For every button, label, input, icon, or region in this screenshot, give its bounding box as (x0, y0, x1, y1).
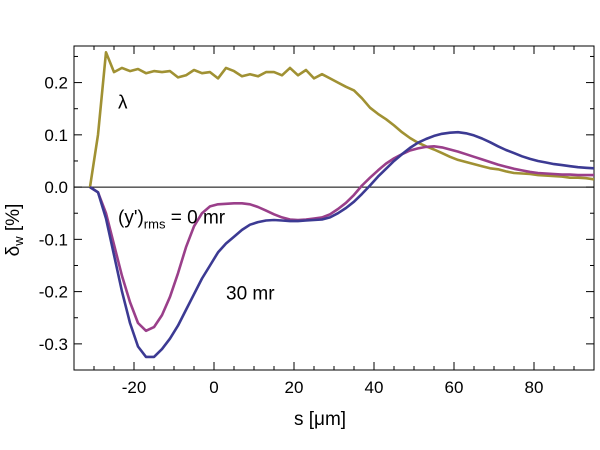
y-tick-label: -0.3 (39, 335, 68, 354)
x-tick-label: 80 (525, 378, 544, 397)
x-tick-label: 60 (445, 378, 464, 397)
series-30mr-line (89, 130, 594, 359)
axis-ticks: -20 0 20 40 60 80 -0.3 -0.2 -0.1 0.0 0.1 0.2 (39, 46, 595, 397)
x-axis-label: s [μm] (294, 409, 346, 430)
annotation-rms-0mr: (y')rms = 0 mr (118, 208, 226, 232)
x-tick-label: 20 (285, 378, 304, 397)
y-tick-label: 0.2 (44, 74, 68, 93)
y-tick-label: 0.0 (44, 178, 68, 197)
annotation-30mr: 30 mr (226, 283, 275, 304)
y-axis-label: δw [%] (3, 204, 26, 257)
x-tick-label: 0 (209, 378, 218, 397)
x-tick-label: 40 (365, 378, 384, 397)
series-group (88, 51, 594, 359)
plot-area (73, 45, 595, 371)
series-0mr-line (89, 145, 594, 333)
series-lambda-line (88, 51, 594, 188)
x-tick-label: -20 (122, 378, 147, 397)
plot-frame (73, 45, 595, 371)
annotation-lambda: λ (118, 93, 128, 114)
y-tick-label: 0.1 (44, 126, 68, 145)
y-tick-label: -0.1 (39, 230, 68, 249)
y-tick-label: -0.2 (39, 283, 68, 302)
